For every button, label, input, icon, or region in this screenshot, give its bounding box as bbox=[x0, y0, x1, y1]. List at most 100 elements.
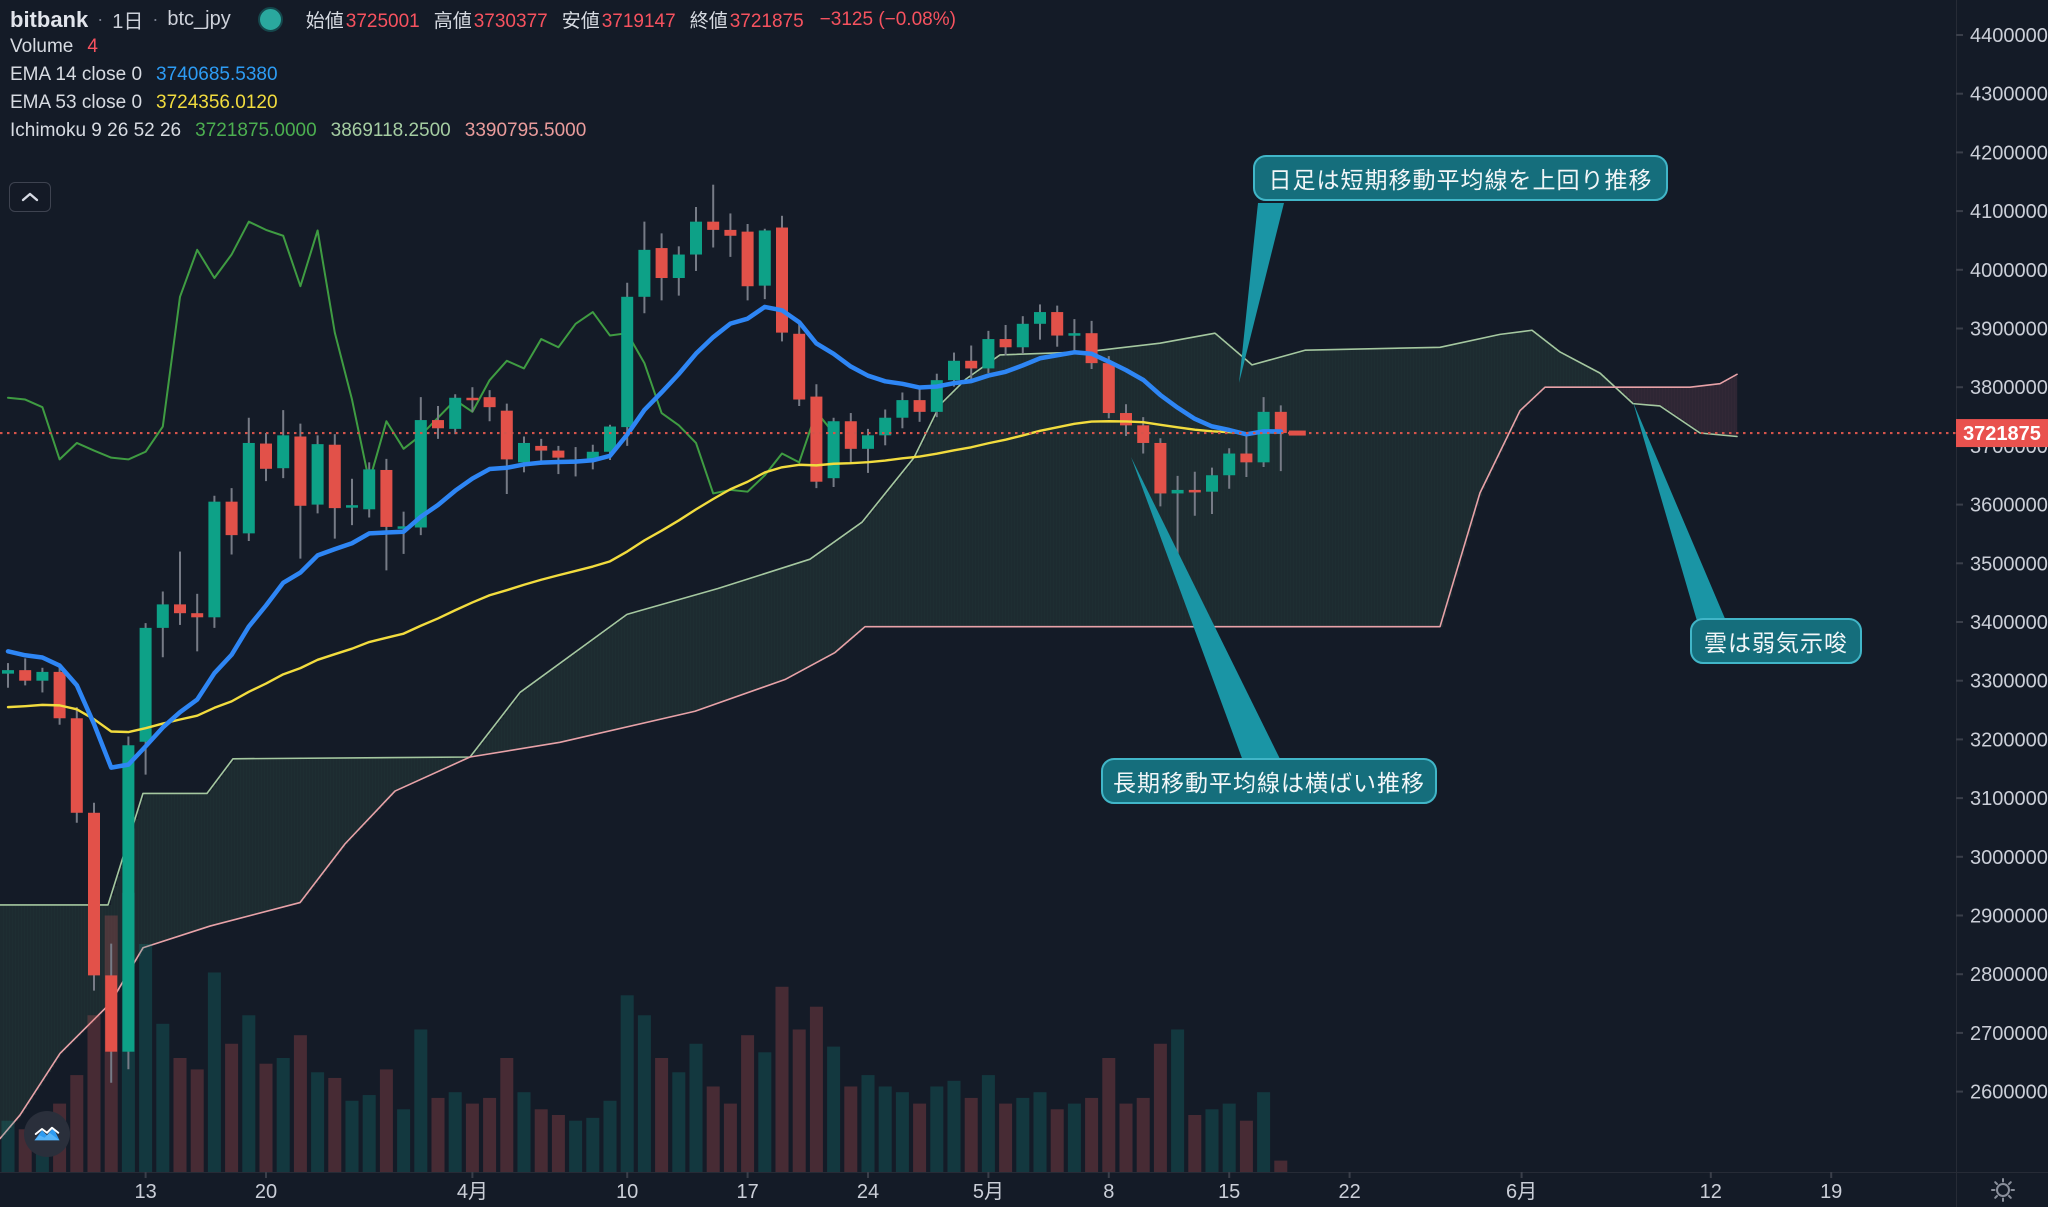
legend-ichimoku[interactable]: Ichimoku 9 26 52 26 3721875.0000 3869118… bbox=[10, 120, 586, 142]
ichimoku-chikou-value: 3721875.0000 bbox=[195, 120, 317, 141]
annotation-long-ma[interactable]: 長期移動平均線は横ばい推移 bbox=[1101, 758, 1437, 804]
candle bbox=[1223, 453, 1236, 476]
candle bbox=[346, 505, 358, 508]
symbol-name[interactable]: bitbank bbox=[10, 6, 89, 32]
candle bbox=[1240, 453, 1253, 463]
candle bbox=[36, 671, 49, 681]
axis-label[interactable]: 3000000 bbox=[1970, 847, 2048, 869]
senkou-a-line bbox=[0, 329, 1738, 906]
candle bbox=[965, 360, 978, 369]
ema14-label: EMA 14 close 0 bbox=[10, 64, 143, 85]
candle bbox=[638, 249, 651, 297]
legend-ema53[interactable]: EMA 53 close 0 3724356.0120 bbox=[10, 92, 278, 114]
axis-label[interactable]: 2700000 bbox=[1970, 1023, 2048, 1045]
separator-dot: · bbox=[97, 9, 104, 29]
candle bbox=[758, 230, 771, 286]
axis-label[interactable]: 20 bbox=[255, 1181, 277, 1203]
annotation-cloud-bearish[interactable]: 雲は弱気示唆 bbox=[1690, 618, 1862, 664]
candle bbox=[879, 417, 892, 436]
change-value: −3125 (−0.08%) bbox=[819, 8, 956, 30]
candle bbox=[1257, 411, 1270, 463]
candle bbox=[449, 397, 462, 429]
volume-label: Volume bbox=[10, 36, 74, 57]
axis-settings-button[interactable] bbox=[1987, 1176, 2019, 1204]
axis-label[interactable]: 4000000 bbox=[1970, 260, 2048, 282]
mountain-chart-icon bbox=[34, 1126, 60, 1141]
candle bbox=[174, 604, 186, 614]
last-price-marker bbox=[1288, 430, 1306, 436]
candle bbox=[1171, 489, 1184, 494]
candle bbox=[810, 396, 823, 482]
candle bbox=[19, 670, 32, 681]
high-label: 高値 bbox=[433, 11, 472, 32]
axis-label[interactable]: 3800000 bbox=[1970, 377, 2048, 399]
annotation-pointers bbox=[1131, 203, 1726, 761]
plot-area[interactable] bbox=[0, 184, 1956, 1172]
axis-label[interactable]: 24 bbox=[857, 1181, 879, 1203]
candle bbox=[1034, 312, 1046, 324]
close-label: 終値 bbox=[689, 11, 728, 32]
candle bbox=[242, 442, 255, 534]
candle bbox=[776, 227, 788, 333]
ema53-label: EMA 53 close 0 bbox=[10, 92, 143, 113]
axis-label[interactable]: 2600000 bbox=[1970, 1082, 2048, 1104]
collapse-indicators-button[interactable] bbox=[9, 182, 51, 212]
axis-label[interactable]: 3300000 bbox=[1970, 671, 2048, 693]
axis-label[interactable]: 4400000 bbox=[1970, 25, 2048, 47]
axis-label[interactable]: 4300000 bbox=[1970, 84, 2048, 106]
candle bbox=[380, 469, 393, 527]
candle bbox=[1085, 333, 1098, 364]
axis-label[interactable]: 4200000 bbox=[1970, 142, 2048, 164]
candle bbox=[552, 450, 565, 458]
ema53-value: 3724356.0120 bbox=[156, 92, 278, 113]
annotation-short-ma[interactable]: 日足は短期移動平均線を上回り推移 bbox=[1253, 155, 1668, 201]
axis-label[interactable]: 17 bbox=[736, 1181, 758, 1203]
legend-ema14[interactable]: EMA 14 close 0 3740685.5380 bbox=[10, 64, 278, 86]
axis-label[interactable]: 3600000 bbox=[1970, 495, 2048, 517]
candle bbox=[1120, 413, 1132, 426]
callout-pointer bbox=[1633, 402, 1726, 621]
axis-label[interactable]: 15 bbox=[1218, 1181, 1240, 1203]
ema14-value: 3740685.5380 bbox=[156, 64, 278, 85]
chart-header: bitbank · 1日 · btc_jpy 始値 3725001 高値 37303… bbox=[10, 5, 956, 34]
axis-label[interactable]: 13 bbox=[134, 1181, 156, 1203]
axis-label[interactable]: 4月 bbox=[457, 1181, 488, 1203]
axis-label[interactable]: 3200000 bbox=[1970, 729, 2048, 751]
candle bbox=[1102, 363, 1115, 414]
axis-label[interactable]: 3721875 bbox=[1963, 423, 2041, 445]
axis-label[interactable]: 3400000 bbox=[1970, 612, 2048, 634]
candle bbox=[500, 410, 513, 460]
axis-label[interactable]: 3900000 bbox=[1970, 319, 2048, 341]
candle bbox=[1274, 411, 1287, 434]
axis-label[interactable]: 12 bbox=[1700, 1181, 1722, 1203]
candle bbox=[2, 670, 14, 674]
ema14-line bbox=[5, 304, 1284, 770]
axis-label[interactable]: 19 bbox=[1820, 1181, 1842, 1203]
legend-volume[interactable]: Volume 4 bbox=[10, 36, 98, 58]
axis-label[interactable]: 2900000 bbox=[1970, 906, 2048, 928]
chart-logo-button[interactable] bbox=[24, 1111, 70, 1157]
candle bbox=[53, 671, 66, 719]
axis-label[interactable]: 3500000 bbox=[1970, 553, 2048, 575]
pair-label[interactable]: btc_jpy bbox=[167, 8, 231, 30]
axis-label[interactable]: 3100000 bbox=[1970, 788, 2048, 810]
candle bbox=[156, 604, 169, 628]
candle bbox=[122, 745, 135, 1052]
axis-label[interactable]: 2800000 bbox=[1970, 964, 2048, 986]
axis-label[interactable]: 8 bbox=[1103, 1181, 1114, 1203]
interval-label[interactable]: 1日 bbox=[112, 11, 144, 33]
candle bbox=[862, 435, 874, 449]
volume-value: 4 bbox=[87, 36, 98, 57]
axis-label[interactable]: 10 bbox=[616, 1181, 638, 1203]
axis-label[interactable]: 5月 bbox=[973, 1181, 1004, 1203]
candle bbox=[260, 443, 272, 469]
axis-label[interactable]: 6月 bbox=[1506, 1181, 1537, 1203]
low-value: 3719147 bbox=[601, 11, 676, 32]
axis-label[interactable]: 4100000 bbox=[1970, 201, 2048, 223]
candle bbox=[948, 360, 960, 381]
axis-label[interactable]: 22 bbox=[1338, 1181, 1360, 1203]
candle bbox=[896, 400, 909, 418]
